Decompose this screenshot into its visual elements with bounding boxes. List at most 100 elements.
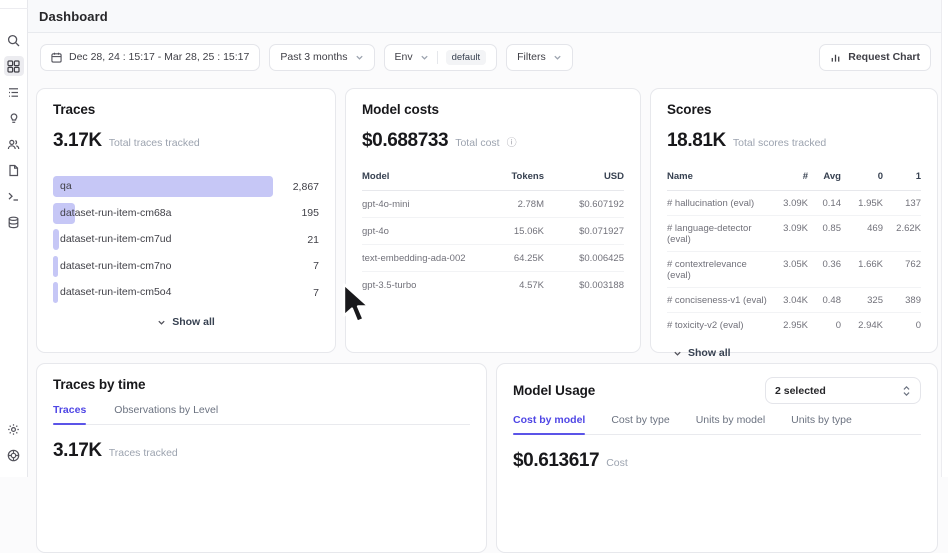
page-header: Dashboard <box>28 0 941 33</box>
model-tokens: 4.57K <box>519 279 544 291</box>
table-row: # contextrelevance (eval) 3.05K 0.36 1.6… <box>667 252 921 288</box>
database-icon[interactable] <box>4 212 24 232</box>
support-icon[interactable] <box>4 445 24 465</box>
trace-bar-row[interactable]: dataset-run-item-cm5o4 7 <box>53 282 319 303</box>
traces-tracked-metric: 3.17K <box>53 440 102 461</box>
score-one: 762 <box>905 258 921 270</box>
model-costs-card: Model costs $0.688733 Total cost ⓘ Model… <box>345 88 641 353</box>
trace-name: qa <box>60 180 72 192</box>
lightbulb-icon[interactable] <box>4 108 24 128</box>
bar-fill <box>53 202 75 224</box>
dashboard-icon[interactable] <box>3 56 24 76</box>
terminal-icon[interactable] <box>4 186 24 206</box>
tab-cost-by-type[interactable]: Cost by type <box>611 414 670 426</box>
calendar-icon <box>51 52 62 63</box>
date-range-picker[interactable]: Dec 28, 24 : 15:17 - Mar 28, 25 : 15:17 <box>40 43 261 71</box>
score-name: # toxicity-v2 (eval) <box>667 319 744 331</box>
filter-bar: Dec 28, 24 : 15:17 - Mar 28, 25 : 15:17 … <box>28 33 941 81</box>
traces-tracked-caption: Traces tracked <box>108 447 178 459</box>
tab-traces[interactable]: Traces <box>53 404 87 425</box>
score-count: 3.05K <box>783 258 808 270</box>
model-select-value: 2 selected <box>775 384 826 397</box>
score-name: # contextrelevance (eval) <box>667 258 747 281</box>
sidebar-divider <box>0 8 28 9</box>
trace-bar-row[interactable]: dataset-run-item-cm7ud 21 <box>53 229 319 250</box>
request-chart-label: Request Chart <box>848 51 920 63</box>
chevron-down-icon <box>158 320 165 325</box>
model-usage-card: Model Usage 2 selected Cost by model Cos… <box>496 363 938 553</box>
col-count: # <box>802 171 808 182</box>
score-zero: 1.66K <box>858 258 883 270</box>
scrollbar[interactable] <box>941 0 948 477</box>
trace-bar-row[interactable]: dataset-run-item-cm7no 7 <box>53 255 319 277</box>
time-preset-dropdown[interactable]: Past 3 months <box>269 43 375 71</box>
tab-units-by-model[interactable]: Units by model <box>695 414 766 426</box>
sidebar <box>0 0 28 477</box>
trace-count: 195 <box>301 207 319 219</box>
filters-dropdown[interactable]: Filters <box>506 43 573 71</box>
total-cost-caption: Total cost <box>455 137 500 149</box>
score-avg: 0.14 <box>822 197 842 209</box>
score-count: 2.95K <box>783 319 808 331</box>
tracing-icon[interactable] <box>4 82 24 102</box>
col-usd: USD <box>603 171 624 182</box>
col-model: Model <box>362 171 390 182</box>
scores-show-all-button[interactable]: Show all <box>667 347 731 359</box>
trace-count: 21 <box>307 233 319 246</box>
score-name: # conciseness-v1 (eval) <box>667 294 767 306</box>
model-usage-tabs: Cost by model Cost by type Units by mode… <box>513 414 921 435</box>
scores-total-metric: 18.81K <box>667 130 726 151</box>
bar-fill <box>53 255 58 277</box>
scores-title: Scores <box>667 102 712 117</box>
model-name: gpt-4o-mini <box>362 198 410 210</box>
model-name: text-embedding-ada-002 <box>362 252 466 264</box>
request-chart-button[interactable]: Request Chart <box>819 43 931 71</box>
tab-units-by-type[interactable]: Units by type <box>791 414 852 426</box>
env-dropdown[interactable]: Env default <box>383 43 498 71</box>
search-icon[interactable] <box>4 30 24 50</box>
score-count: 3.09K <box>783 222 808 234</box>
settings-icon[interactable] <box>4 419 24 439</box>
trace-name: dataset-run-item-cm5o4 <box>60 286 172 298</box>
table-header: Model Tokens USD <box>362 171 624 191</box>
traces-by-time-tabs: Traces Observations by Level <box>53 404 470 425</box>
scores-card: Scores 18.81K Total scores tracked Name … <box>650 88 938 359</box>
score-zero: 325 <box>867 294 883 306</box>
users-icon[interactable] <box>4 134 24 154</box>
scores-metric-caption: Total scores tracked <box>732 137 827 149</box>
trace-bar-row[interactable]: dataset-run-item-cm68a 195 <box>53 202 319 224</box>
date-range-value: Dec 28, 24 : 15:17 - Mar 28, 25 : 15:17 <box>69 51 250 63</box>
traces-by-time-title: Traces by time <box>53 377 146 392</box>
trace-count: 7 <box>313 260 319 272</box>
table-row: text-embedding-ada-002 64.25K $0.006425 <box>362 245 624 272</box>
tab-observations-by-level[interactable]: Observations by Level <box>114 404 219 416</box>
datasets-icon[interactable] <box>4 160 24 180</box>
tab-cost-by-model[interactable]: Cost by model <box>513 414 586 435</box>
info-icon[interactable]: ⓘ <box>506 138 517 149</box>
usage-cost-caption: Cost <box>606 457 628 469</box>
show-all-label: Show all <box>172 316 215 328</box>
show-all-label: Show all <box>688 347 731 359</box>
col-one: 1 <box>915 171 921 182</box>
bar-fill <box>53 229 59 250</box>
env-label: Env <box>394 51 413 63</box>
traces-card: Traces 3.17K Total traces tracked qa 2,8… <box>36 88 336 353</box>
bar-fill <box>53 282 58 303</box>
table-row: # language-detector (eval) 3.09K 0.85 46… <box>667 216 921 252</box>
score-zero: 2.94K <box>858 319 883 331</box>
chevron-down-icon <box>420 55 428 60</box>
chevron-up-down-icon <box>903 385 910 396</box>
model-costs-title: Model costs <box>362 102 439 117</box>
col-zero: 0 <box>877 171 883 182</box>
model-usd: $0.003188 <box>579 279 624 291</box>
model-select-dropdown[interactable]: 2 selected <box>765 377 921 404</box>
model-usd: $0.607192 <box>579 198 624 210</box>
score-one: 389 <box>905 294 921 306</box>
table-row: # hallucination (eval) 3.09K 0.14 1.95K … <box>667 191 921 216</box>
traces-total-metric: 3.17K <box>53 130 102 151</box>
divider <box>436 50 438 64</box>
model-tokens: 15.06K <box>513 225 544 237</box>
traces-show-all-button[interactable]: Show all <box>53 316 319 328</box>
trace-bar-row[interactable]: qa 2,867 <box>53 176 319 197</box>
